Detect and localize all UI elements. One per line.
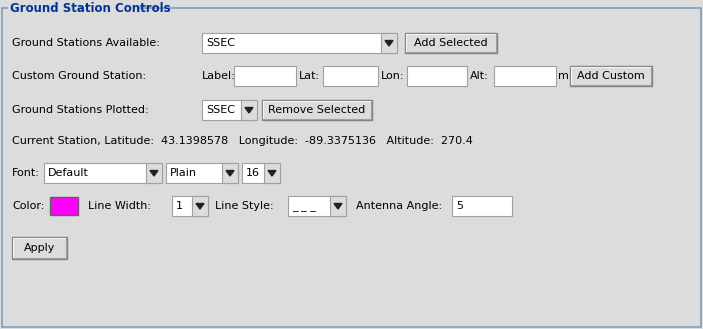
Polygon shape [150,170,158,176]
Text: _ _ _: _ _ _ [292,201,316,211]
Text: Add Selected: Add Selected [414,38,488,48]
Bar [330,196,346,216]
Bar [234,66,296,86]
Text: 5: 5 [456,201,463,211]
Bar [8,2,138,16]
Bar [262,100,372,120]
Text: Font:: Font: [12,168,40,178]
Text: m: m [558,71,569,81]
Bar [405,33,497,53]
Text: 16: 16 [246,168,260,178]
Text: Antenna Angle:: Antenna Angle: [356,201,442,211]
Polygon shape [245,108,253,113]
Polygon shape [226,170,234,176]
Bar [242,163,280,183]
Bar [50,197,78,215]
Text: SSEC: SSEC [206,105,235,115]
Bar [192,196,208,216]
Text: Line Width:: Line Width: [88,201,151,211]
Text: Remove Selected: Remove Selected [269,105,366,115]
Text: Add Custom: Add Custom [577,71,645,81]
Text: Alt:: Alt: [470,71,489,81]
Bar [44,163,162,183]
Text: Lon:: Lon: [381,71,404,81]
Text: Line Style:: Line Style: [215,201,273,211]
Polygon shape [385,40,393,46]
Text: Current Station, Latitude:  43.1398578   Longitude:  -89.3375136   Altitude:  27: Current Station, Latitude: 43.1398578 Lo… [12,136,473,146]
Bar [381,33,397,53]
Text: Default: Default [48,168,89,178]
Bar [288,196,346,216]
Bar [241,100,257,120]
Text: Plain: Plain [170,168,197,178]
Polygon shape [334,204,342,209]
Text: Ground Stations Plotted:: Ground Stations Plotted: [12,105,148,115]
Text: Label:: Label: [202,71,236,81]
Text: SSEC: SSEC [206,38,235,48]
Text: Apply: Apply [24,243,56,253]
Bar [172,196,208,216]
Text: Ground Station Controls: Ground Station Controls [10,3,171,15]
Text: Color:: Color: [12,201,44,211]
Bar [407,66,467,86]
Bar [570,66,652,86]
Bar [166,163,238,183]
Text: Custom Ground Station:: Custom Ground Station: [12,71,146,81]
Bar [202,100,257,120]
Bar [323,66,378,86]
Bar [12,237,67,259]
Bar [452,196,512,216]
Bar [146,163,162,183]
Bar [222,163,238,183]
Polygon shape [196,204,204,209]
Text: Ground Stations Available:: Ground Stations Available: [12,38,160,48]
Bar [202,33,397,53]
Polygon shape [268,170,276,176]
Text: 1: 1 [176,201,183,211]
Text: Lat:: Lat: [299,71,320,81]
Bar [494,66,556,86]
Bar [264,163,280,183]
